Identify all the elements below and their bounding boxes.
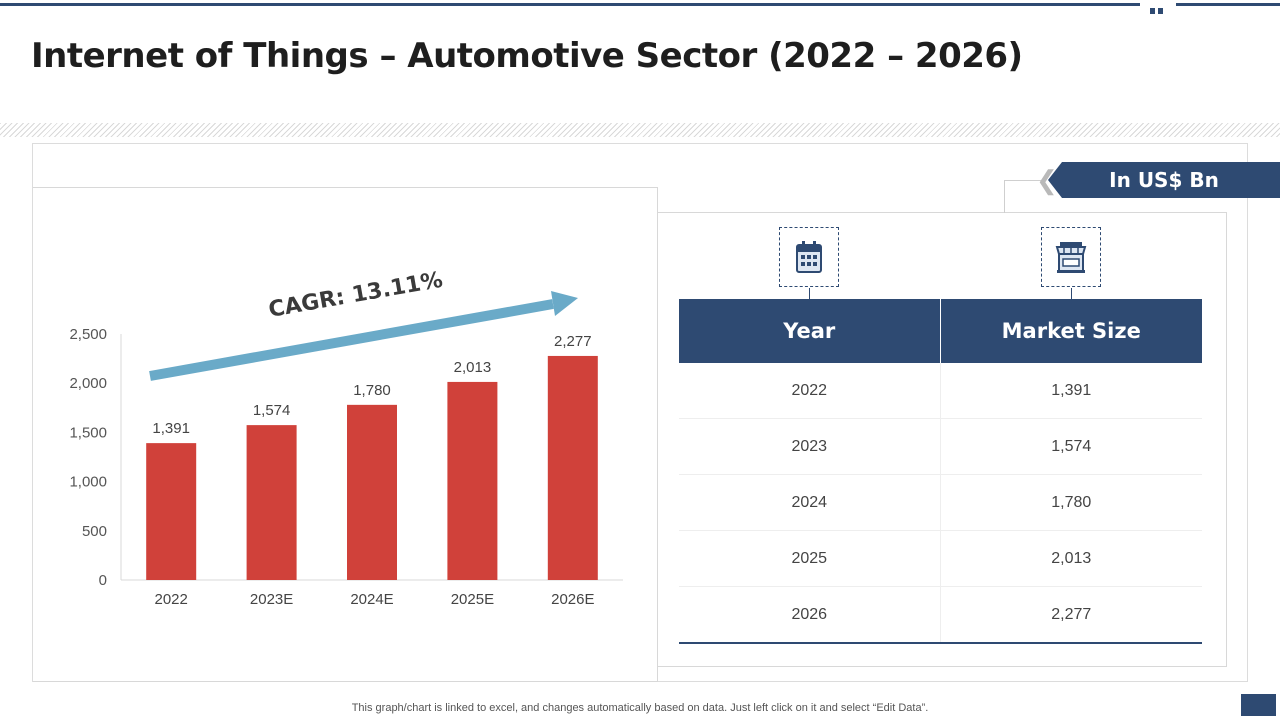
unit-badge: In US$ Bn <box>1048 162 1280 198</box>
y-tick-label: 1,500 <box>69 424 107 441</box>
year-header: Year <box>679 299 940 363</box>
cagr-annotation: CAGR: 13.11% <box>267 268 445 323</box>
unit-connector-line <box>1004 180 1046 213</box>
data-label: 1,391 <box>152 420 190 437</box>
x-tick-label: 2022 <box>155 591 188 608</box>
table-row: 2022 1,391 <box>679 363 1202 419</box>
table-row: 2026 2,277 <box>679 586 1202 644</box>
slide-title: Internet of Things – Automotive Sector (… <box>31 36 1023 76</box>
market-size-cell: 2,277 <box>939 586 1202 644</box>
market-size-cell: 1,391 <box>939 363 1202 419</box>
market-size-cell: 2,013 <box>939 530 1202 587</box>
storefront-icon-box <box>1041 227 1101 287</box>
y-tick-label: 0 <box>99 572 107 589</box>
bar <box>347 404 397 580</box>
storefront-icon-stem <box>1071 288 1072 299</box>
x-tick-label: 2023E <box>250 591 293 608</box>
table-row: 2024 1,780 <box>679 474 1202 531</box>
hatch-divider <box>0 123 1280 137</box>
y-tick-label: 2,000 <box>69 375 107 392</box>
year-cell: 2023 <box>679 418 940 475</box>
bar <box>146 443 197 580</box>
top-rule-tail <box>1176 3 1280 6</box>
table-header-row: Year Market Size <box>679 299 1202 363</box>
market-size-cell: 1,574 <box>939 418 1202 475</box>
year-cell: 2022 <box>679 363 940 419</box>
bar <box>246 425 297 580</box>
market-size-header: Market Size <box>939 299 1202 363</box>
data-label: 1,574 <box>253 402 291 419</box>
data-label: 1,780 <box>353 382 391 399</box>
year-cell: 2024 <box>679 474 940 531</box>
corner-block <box>1241 694 1276 716</box>
top-rule-dots <box>1150 1 1170 14</box>
market-size-cell: 1,780 <box>939 474 1202 531</box>
market-size-table: Year Market Size 2022 1,391 2023 1,574 2… <box>679 299 1202 644</box>
bar-chart: 0 500 1,000 1,500 2,000 2,500 2022 2023E 2024E 2… <box>69 268 623 608</box>
cagr-arrow-shaft <box>149 299 554 381</box>
footer-note: This graph/chart is linked to excel, and… <box>351 702 929 714</box>
storefront-icon <box>1055 242 1087 273</box>
year-cell: 2026 <box>679 586 940 644</box>
table-row: 2025 2,013 <box>679 530 1202 587</box>
x-tick-label: 2026E <box>551 591 594 608</box>
chevron-left-icon: ❮ <box>1036 165 1058 195</box>
bar <box>547 355 598 580</box>
y-tick-label: 1,000 <box>69 474 107 491</box>
table-row: 2023 1,574 <box>679 418 1202 475</box>
y-tick-label: 2,500 <box>69 326 107 343</box>
x-tick-label: 2025E <box>451 591 494 608</box>
calendar-icon-box <box>779 227 839 287</box>
cagr-arrow-head <box>551 291 578 316</box>
x-tick-label: 2024E <box>350 591 393 608</box>
calendar-icon-stem <box>809 288 810 299</box>
y-tick-label: 500 <box>82 523 107 540</box>
data-label: 2,013 <box>454 359 492 376</box>
top-rule <box>0 3 1140 6</box>
data-label: 2,277 <box>554 333 592 350</box>
calendar-icon <box>796 241 822 273</box>
bar <box>447 381 498 580</box>
year-cell: 2025 <box>679 530 940 587</box>
